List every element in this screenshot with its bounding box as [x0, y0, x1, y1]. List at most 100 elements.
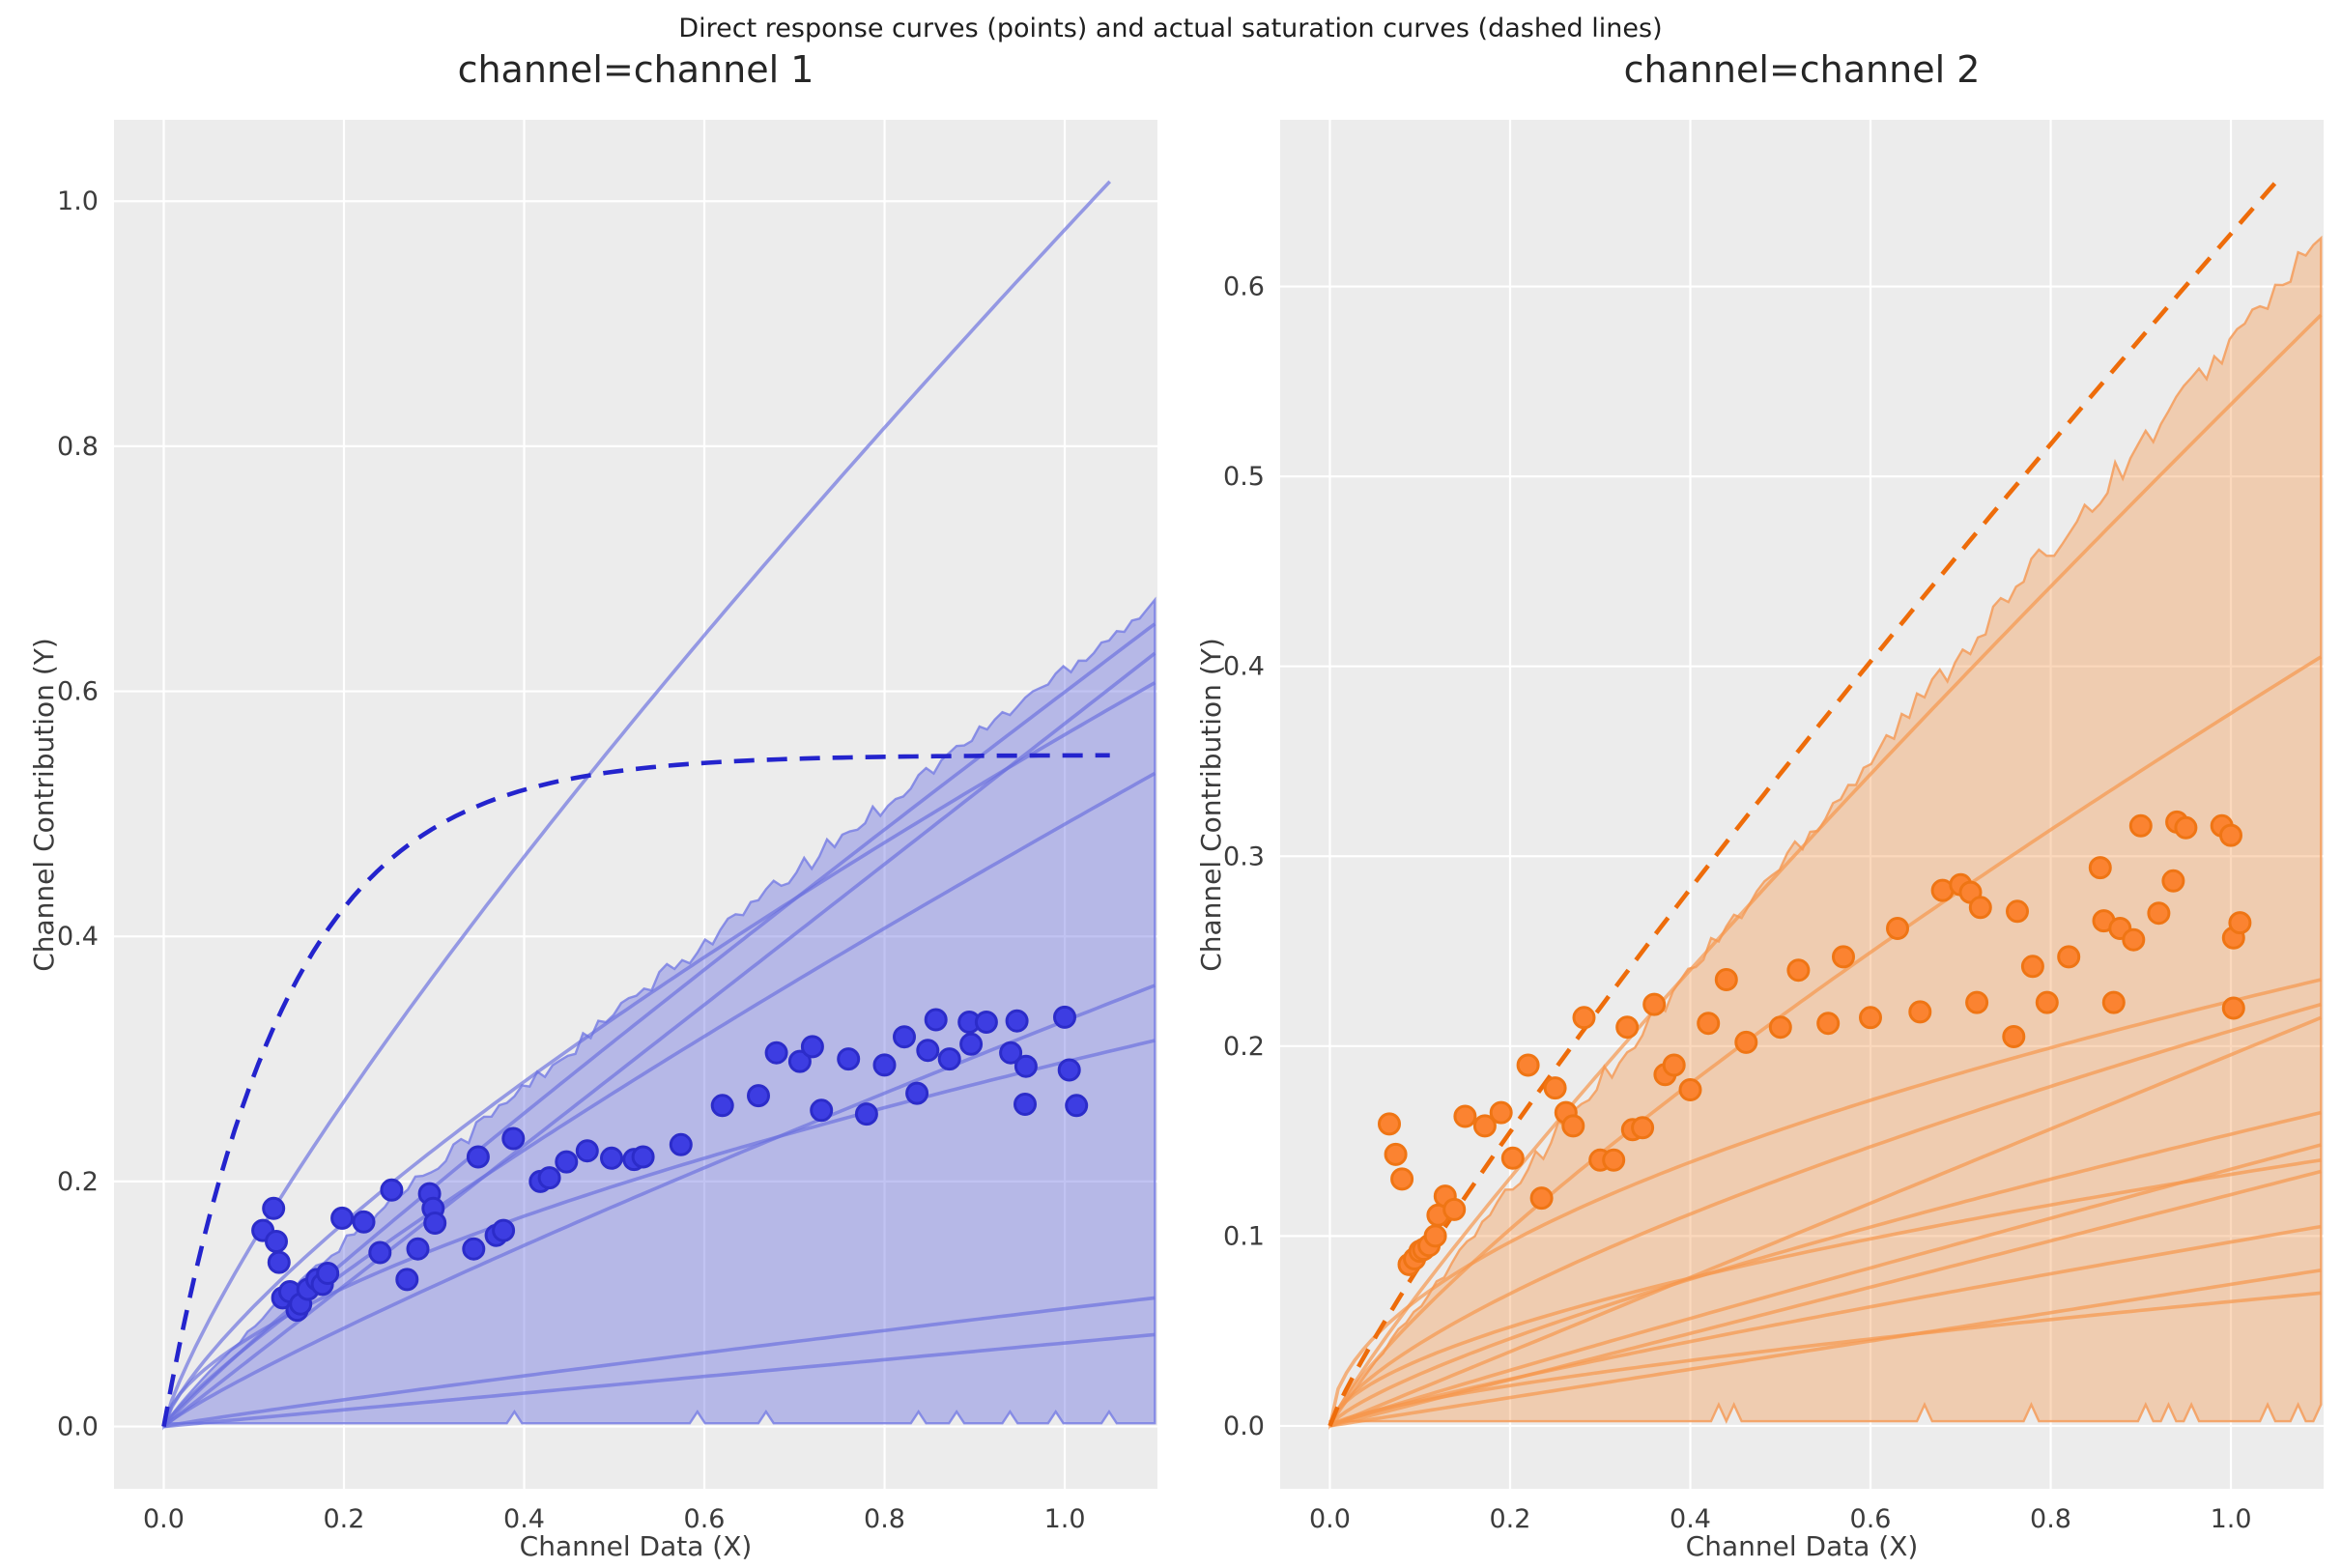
data-point-channel-2	[1886, 917, 1909, 940]
x-tick-label: 1.0	[2211, 1504, 2252, 1534]
data-point-channel-2	[2006, 899, 2029, 924]
x-axis-label-channel-1: Channel Data (X)	[519, 1530, 753, 1562]
data-point-channel-1	[575, 1139, 599, 1163]
data-point-channel-1	[810, 1098, 834, 1123]
sample-curve-1-channel-2	[1328, 313, 2323, 1427]
y-tick-label: 0.0	[57, 1412, 99, 1442]
data-point-channel-1	[395, 1268, 419, 1292]
x-tick-label: 0.2	[1490, 1504, 1531, 1534]
data-point-channel-2	[1697, 1012, 1721, 1036]
data-point-channel-2	[1602, 1148, 1626, 1172]
y-axis-label-channel-1: Channel Contribution (Y)	[28, 638, 60, 972]
data-point-channel-1	[905, 1081, 929, 1105]
data-point-channel-1	[924, 1008, 948, 1032]
data-point-channel-1	[352, 1210, 376, 1234]
y-tick-label: 0.2	[1223, 1032, 1265, 1062]
sample-curve-8-channel-2	[1328, 1158, 2322, 1427]
data-point-channel-1	[916, 1039, 940, 1063]
data-point-channel-1	[501, 1126, 526, 1151]
sample-curve-7-channel-1	[163, 1296, 1156, 1429]
data-point-channel-2	[2057, 945, 2081, 969]
x-tick-label: 0.4	[1670, 1504, 1711, 1534]
y-tick-label: 0.4	[57, 922, 99, 952]
data-point-channel-2	[2002, 1025, 2026, 1048]
data-point-channel-1	[669, 1132, 693, 1156]
data-point-channel-1	[764, 1041, 788, 1065]
data-point-channel-1	[380, 1178, 404, 1202]
subplot-title-channel-2: channel=channel 2	[1623, 48, 1981, 91]
data-point-channel-1	[368, 1240, 392, 1265]
y-tick-label: 1.0	[57, 186, 99, 216]
subplot-title-channel-1: channel=channel 1	[457, 48, 814, 91]
data-point-channel-2	[1543, 1076, 1567, 1100]
y-tick-label: 0.6	[1223, 272, 1265, 302]
y-tick-label: 0.5	[1223, 462, 1265, 492]
sample-curve-11-channel-2	[1329, 1269, 2322, 1428]
data-point-channel-1	[1057, 1058, 1081, 1082]
sample-curve-3-channel-2	[1328, 978, 2322, 1427]
data-point-channel-2	[2221, 996, 2245, 1020]
data-point-channel-2	[1489, 1100, 1513, 1125]
data-point-channel-1	[406, 1237, 430, 1261]
data-point-channel-2	[1968, 896, 1992, 920]
x-tick-label: 0.6	[1850, 1504, 1892, 1534]
data-point-channel-1	[747, 1084, 770, 1108]
upper-sample-curve-channel-1	[161, 180, 1112, 1428]
data-point-channel-2	[1516, 1053, 1540, 1077]
data-point-channel-1	[466, 1145, 490, 1169]
data-point-channel-1	[555, 1150, 579, 1174]
x-tick-label: 0.8	[864, 1504, 905, 1534]
data-point-channel-2	[1561, 1114, 1585, 1138]
data-point-channel-2	[1714, 968, 1738, 991]
data-point-channel-2	[2219, 823, 2242, 847]
data-point-channel-1	[1065, 1094, 1089, 1118]
data-point-channel-2	[2122, 927, 2146, 952]
y-tick-label: 0.0	[1223, 1411, 1265, 1441]
data-point-channel-1	[999, 1041, 1023, 1065]
sample-curve-6-channel-1	[161, 1039, 1156, 1428]
data-point-channel-2	[1816, 1012, 1841, 1036]
data-point-channel-1	[267, 1250, 291, 1274]
data-point-channel-1	[462, 1237, 486, 1261]
data-point-channel-2	[2128, 813, 2153, 838]
data-point-channel-1	[787, 1049, 812, 1073]
data-point-channel-1	[959, 1032, 984, 1056]
data-point-channel-1	[710, 1094, 734, 1118]
sample-curve-6-channel-2	[1328, 1110, 2322, 1428]
x-tick-label: 0.8	[2030, 1504, 2071, 1534]
data-point-channel-2	[1453, 1104, 1477, 1128]
data-point-channel-2	[2035, 990, 2059, 1014]
data-point-channel-2	[2088, 856, 2112, 880]
data-point-channel-2	[1786, 958, 1811, 983]
sample-curve-7-channel-2	[1328, 1143, 2322, 1428]
data-point-channel-2	[1859, 1006, 1882, 1030]
x-tick-label: 0.0	[1309, 1504, 1351, 1534]
data-point-channel-2	[1390, 1167, 1414, 1191]
x-tick-label: 0.6	[684, 1504, 726, 1534]
data-point-channel-2	[2147, 901, 2171, 926]
y-tick-label: 0.8	[57, 432, 99, 462]
y-tick-label: 0.3	[1223, 841, 1265, 871]
data-point-channel-1	[262, 1196, 286, 1220]
sample-curve-3-channel-1	[161, 681, 1156, 1428]
data-point-channel-2	[1642, 992, 1667, 1016]
data-point-channel-1	[330, 1206, 355, 1230]
data-point-channel-1	[316, 1262, 340, 1285]
data-point-channel-2	[1768, 1015, 1792, 1040]
sample-curve-10-channel-2	[1328, 1224, 2322, 1428]
data-point-channel-1	[872, 1053, 897, 1077]
data-point-channel-2	[2101, 990, 2126, 1014]
sample-curve-5-channel-1	[162, 984, 1156, 1429]
x-axis-label-channel-2: Channel Data (X)	[1685, 1530, 1919, 1562]
x-tick-label: 0.2	[324, 1504, 365, 1534]
data-point-channel-2	[1662, 1053, 1686, 1077]
data-point-channel-2	[2161, 869, 2185, 893]
data-point-channel-2	[1678, 1078, 1702, 1101]
data-point-channel-1	[631, 1145, 655, 1169]
x-tick-label: 1.0	[1044, 1504, 1086, 1534]
sample-curve-4-channel-2	[1328, 1002, 2322, 1427]
data-point-channel-1	[800, 1035, 824, 1059]
data-point-channel-2	[1423, 1224, 1447, 1248]
data-point-channel-2	[1500, 1146, 1525, 1170]
